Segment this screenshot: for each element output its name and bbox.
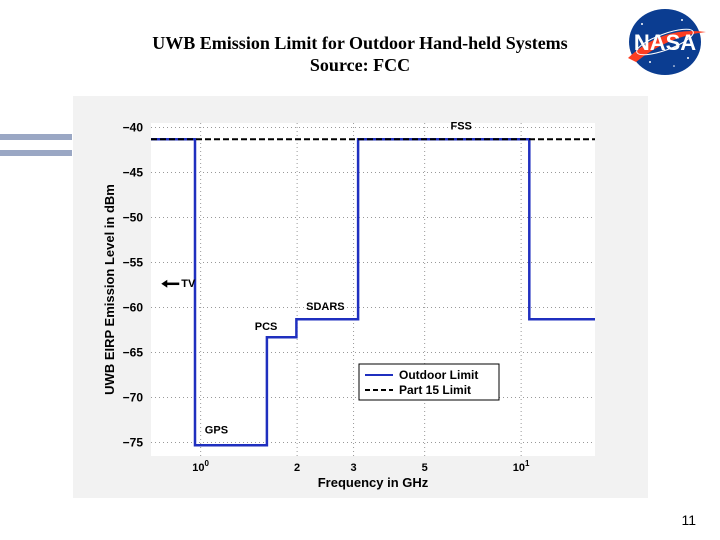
- logo-vector: [628, 31, 706, 62]
- y-tick-label: −70: [123, 391, 144, 405]
- x-tick-exponent: 0: [205, 459, 210, 468]
- annotation-label: PCS: [255, 321, 278, 333]
- series-line-outdoor-limit: [151, 137, 595, 447]
- legend-label: Outdoor Limit: [399, 368, 478, 382]
- y-tick-label: −40: [123, 121, 144, 135]
- x-tick-label: 101: [513, 459, 530, 474]
- slide-title: UWB Emission Limit for Outdoor Hand-held…: [152, 33, 568, 53]
- emission-limit-chart: −40 −45 −50 −55 −60 −65 −70 −75 100 2 3 5 101 Frequen…: [102, 120, 595, 490]
- y-tick-label: −50: [123, 211, 144, 225]
- legend-box: [358, 363, 500, 401]
- y-tick-label: −55: [123, 256, 144, 270]
- page-number: 11: [681, 512, 696, 528]
- y-tick-label: −45: [123, 166, 144, 180]
- annotation-arrow-head: [161, 279, 168, 288]
- y-tick-label: −75: [123, 436, 144, 450]
- annotation-label: FSS: [450, 120, 471, 132]
- annotation-label: TV: [181, 278, 196, 290]
- chart-panel: −40 −45 −50 −55 −60 −65 −70 −75 100 2 3 5 101 Frequen…: [73, 96, 648, 498]
- x-tick-label: 5: [422, 462, 428, 474]
- y-tick-label: −60: [123, 301, 144, 315]
- y-tick-label: −65: [123, 346, 144, 360]
- annotation-label: GPS: [205, 425, 228, 437]
- nasa-logo: NASA: [622, 6, 708, 78]
- slide-subtitle: Source: FCC: [309, 55, 411, 75]
- x-tick-label: 100: [192, 459, 209, 474]
- x-tick-label: 3: [350, 462, 356, 474]
- x-tick-label: 2: [294, 462, 300, 474]
- annotation-label: SDARS: [306, 301, 345, 313]
- accent-bar: [0, 150, 72, 156]
- x-tick-exponent: 1: [525, 459, 530, 468]
- y-axis-label: UWB EIRP Emission Level in dBm: [102, 184, 117, 395]
- accent-bar: [0, 134, 72, 140]
- legend-label: Part 15 Limit: [399, 383, 471, 397]
- x-axis-label: Frequency in GHz: [318, 475, 429, 490]
